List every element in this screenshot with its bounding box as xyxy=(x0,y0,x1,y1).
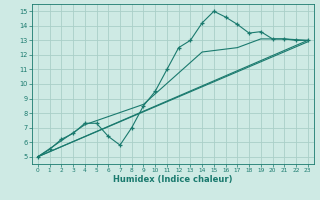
X-axis label: Humidex (Indice chaleur): Humidex (Indice chaleur) xyxy=(113,175,233,184)
